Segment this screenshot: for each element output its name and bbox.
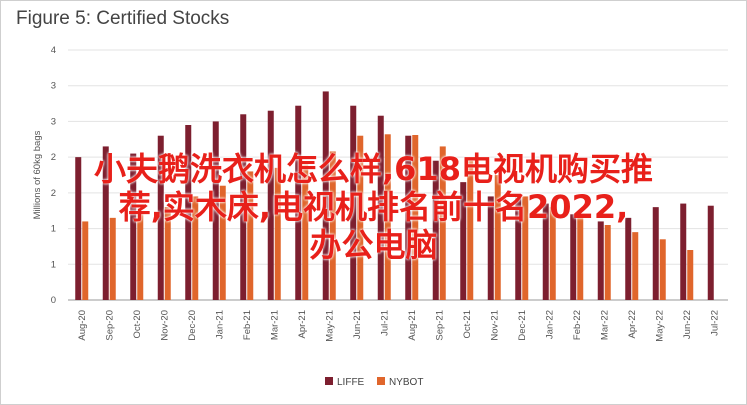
x-tick-label: Jan-22: [544, 310, 555, 339]
y-axis-label: Millions of 60kg bags: [32, 130, 43, 219]
bar-liffe: [487, 196, 494, 300]
bar-nybot: [494, 175, 501, 300]
bar-nybot: [302, 164, 309, 300]
bar-nybot: [439, 146, 446, 300]
bar-liffe: [130, 153, 137, 300]
x-tick-label: Aug-21: [407, 310, 418, 341]
x-tick-label: Jul-21: [379, 310, 390, 336]
overlay-line-2: 荐,实木床,电视机排名前十名2022,: [118, 188, 629, 226]
y-tick-label: 1: [51, 259, 56, 270]
bar-nybot: [687, 250, 694, 300]
x-tick-label: Oct-21: [462, 310, 473, 339]
x-tick-label: Jul-22: [709, 310, 720, 336]
x-tick-label: Feb-21: [242, 310, 253, 340]
overlay-line-1: 小夫鹅洗衣机怎么样,618电视机购买推: [94, 150, 653, 188]
bar-nybot: [549, 207, 556, 300]
bar-liffe: [652, 207, 659, 300]
x-tick-label: Dec-20: [187, 310, 198, 341]
bar-liffe: [75, 157, 82, 300]
bar-liffe: [542, 203, 549, 300]
x-tick-label: Jan-21: [214, 310, 225, 339]
bar-nybot: [659, 239, 666, 300]
bar-liffe: [350, 105, 357, 300]
x-tick-label: Jun-21: [352, 310, 363, 339]
y-tick-label: 0: [51, 295, 56, 306]
bar-nybot: [192, 196, 199, 300]
x-tick-label: Dec-21: [517, 310, 528, 341]
x-tick-label: Mar-22: [599, 310, 610, 340]
bar-liffe: [267, 110, 274, 300]
y-tick-label: 2: [51, 188, 56, 199]
bar-liffe: [707, 205, 714, 300]
chart-title: Figure 5: Certified Stocks: [16, 8, 230, 29]
bar-nybot: [274, 167, 281, 300]
bar-nybot: [164, 207, 171, 300]
x-tick-label: Oct-20: [132, 310, 143, 339]
legend-label: LIFFE: [337, 377, 365, 388]
bar-nybot: [109, 217, 116, 300]
bar-liffe: [157, 135, 164, 300]
x-tick-label: Apr-22: [627, 310, 638, 339]
bar-liffe: [212, 121, 219, 300]
x-tick-label: Feb-22: [572, 310, 583, 340]
y-tick-label: 3: [51, 116, 56, 127]
y-tick-label: 4: [51, 45, 56, 56]
legend-swatch: [325, 377, 333, 385]
bar-liffe: [377, 115, 384, 300]
legend-label: NYBOT: [389, 377, 423, 388]
bar-liffe: [570, 214, 577, 300]
bar-nybot: [577, 214, 584, 300]
bar-liffe: [405, 135, 412, 300]
bar-liffe: [515, 196, 522, 300]
y-tick-label: 3: [51, 81, 56, 92]
bar-liffe: [102, 146, 109, 300]
bar-nybot: [604, 225, 611, 300]
bar-liffe: [322, 91, 329, 300]
x-tick-label: Sep-20: [104, 310, 115, 341]
x-tick-label: Sep-21: [434, 310, 445, 341]
x-tick-label: Apr-21: [297, 310, 308, 339]
bar-liffe: [185, 125, 192, 300]
bar-nybot: [384, 134, 391, 300]
bar-nybot: [82, 221, 89, 300]
bar-liffe: [295, 105, 302, 300]
bar-liffe: [240, 114, 247, 301]
x-tick-label: Aug-20: [77, 310, 88, 341]
legend-swatch: [377, 377, 385, 385]
bar-nybot: [467, 160, 474, 300]
bar-liffe: [680, 203, 687, 300]
bar-nybot: [357, 135, 364, 300]
bar-liffe: [597, 221, 604, 300]
bar-liffe: [432, 160, 439, 300]
x-tick-label: Jun-22: [682, 310, 693, 339]
bar-nybot: [632, 232, 639, 300]
overlay-line-3: 办公电脑: [309, 226, 438, 264]
x-tick-label: Mar-21: [269, 310, 280, 340]
x-tick-label: Nov-21: [489, 310, 500, 341]
bar-nybot: [219, 185, 226, 300]
bar-liffe: [460, 182, 467, 300]
x-tick-label: May-22: [654, 310, 665, 342]
bar-nybot: [329, 151, 336, 300]
bar-nybot: [137, 210, 144, 300]
x-tick-label: May-21: [324, 310, 335, 342]
x-tick-label: Nov-20: [159, 310, 170, 341]
bar-liffe: [625, 217, 632, 300]
y-tick-label: 1: [51, 224, 56, 235]
bar-nybot: [522, 196, 529, 300]
bar-nybot: [412, 135, 419, 300]
bar-nybot: [247, 171, 254, 300]
y-tick-label: 2: [51, 152, 56, 163]
watermark-overlay: 小夫鹅洗衣机怎么样,618电视机购买推 荐,实木床,电视机排名前十名2022, …: [0, 150, 747, 264]
